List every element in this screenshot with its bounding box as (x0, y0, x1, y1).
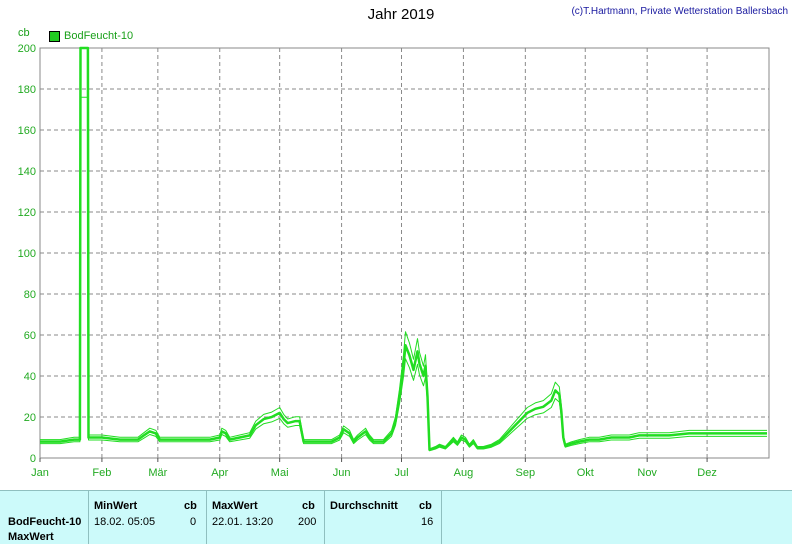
y-tick-label: 0 (30, 453, 36, 465)
x-tick-label: Mär (148, 467, 167, 479)
table-separator (324, 491, 325, 544)
row-label: BodFeucht-10 (8, 516, 82, 528)
col-unit-avg: cb (419, 500, 432, 512)
y-tick-label: 180 (18, 84, 36, 96)
min-value: 0 (190, 516, 197, 528)
min-time: 18.02. 05:05 (94, 516, 156, 528)
x-tick-label: Sep (516, 467, 536, 479)
x-tick-label: Jan (31, 467, 49, 479)
row-label: MaxWert (8, 531, 54, 543)
series-envelope-line (40, 47, 767, 450)
x-tick-label: Okt (577, 467, 594, 479)
stats-table: MinWert cb MaxWert cb Durchschnitt cb Bo… (0, 490, 792, 544)
x-tick-label: Dez (697, 467, 717, 479)
y-tick-label: 40 (24, 371, 36, 383)
y-tick-labels: 0 20 40 60 80 100 120 140 160 180 200 (18, 43, 36, 465)
x-tick-label: Nov (637, 467, 657, 479)
legend: BodFeucht-10 (49, 30, 133, 42)
y-tick-label: 200 (18, 43, 36, 55)
x-tick-label: Jun (333, 467, 351, 479)
y-tick-label: 140 (18, 166, 36, 178)
series-line-bodfeucht-10 (40, 46, 767, 452)
col-header-avg: Durchschnitt (330, 500, 398, 512)
table-separator (206, 491, 207, 544)
y-tick-label: 80 (24, 289, 36, 301)
col-header-max: MaxWert (212, 500, 258, 512)
x-tick-label: Feb (92, 467, 111, 479)
avg-value: 16 (421, 516, 434, 528)
series-lines (40, 46, 767, 452)
col-header-min: MinWert (94, 500, 138, 512)
table-separator (441, 491, 442, 544)
y-tick-label: 60 (24, 330, 36, 342)
legend-label: BodFeucht-10 (64, 30, 134, 42)
chart-title: Jahr 2019 (367, 6, 435, 23)
table-separator (88, 491, 89, 544)
y-axis-unit: cb (18, 27, 30, 39)
series-envelope-line (40, 96, 767, 452)
grid-lines (40, 48, 769, 458)
y-tick-label: 120 (18, 207, 36, 219)
plot-border (39, 47, 770, 459)
credit-text: (c)T.Hartmann, Private Wetterstation Bal… (571, 6, 788, 17)
x-tick-label: Apr (211, 467, 228, 479)
legend-swatch (49, 30, 60, 42)
x-tick-labels: Jan Feb Mär Apr Mai Jun Jul Aug Sep Okt Nov Dez (31, 458, 717, 479)
max-time: 22.01. 13:20 (212, 516, 274, 528)
y-tick-label: 20 (24, 412, 36, 424)
y-tick-label: 160 (18, 125, 36, 137)
chart-area: 0 20 40 60 80 100 120 140 160 180 200 Jan Feb Mär Apr… (18, 43, 770, 479)
col-unit-max: cb (302, 500, 315, 512)
x-tick-label: Jul (394, 467, 408, 479)
x-tick-label: Mai (271, 467, 289, 479)
max-value: 200 (298, 516, 317, 528)
x-tick-label: Aug (454, 467, 474, 479)
col-unit-min: cb (184, 500, 197, 512)
y-tick-label: 100 (18, 248, 36, 260)
